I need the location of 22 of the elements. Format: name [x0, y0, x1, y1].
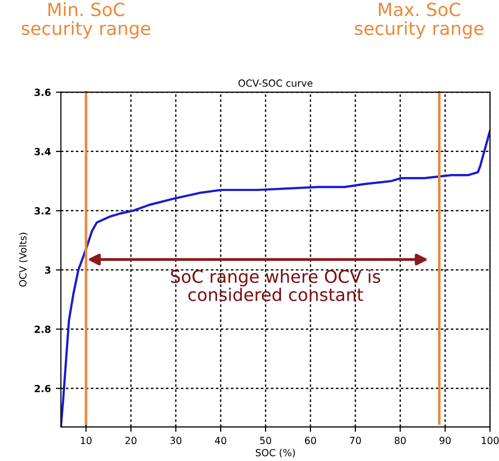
x-tick-label: 40 [214, 436, 226, 444]
y-tick-label: 3.2 [34, 207, 50, 215]
ref-line-label: Min. SoC security range [22, 2, 150, 39]
x-tick-label: 80 [394, 436, 406, 444]
y-tick-label: 2.8 [34, 326, 51, 333]
x-tick-label: 70 [350, 436, 361, 444]
chart-title: OCV-SOC curve [238, 79, 312, 87]
x-axis-title: SOC (%) [256, 448, 295, 458]
y-tick-label: 2.6 [34, 384, 51, 392]
y-tick-label: 3.6 [34, 88, 51, 96]
x-tick-label: 90 [440, 436, 451, 444]
x-tick-label: 60 [304, 436, 316, 444]
annotation: SoC range where OCV is considered constant [171, 270, 380, 302]
x-tick-label: 30 [170, 436, 182, 444]
x-tick-label: 50 [260, 436, 272, 444]
x-tick-label: 100 [482, 436, 499, 444]
x-tick-label: 10 [80, 436, 92, 444]
y-axis-title: OCV (Volts) [18, 232, 28, 287]
y-tick-label: 3 [45, 266, 50, 274]
ref-line-label: Max. SoC security range [354, 2, 484, 39]
y-tick-label: 3.4 [34, 148, 51, 156]
x-tick-label: 20 [125, 436, 136, 444]
